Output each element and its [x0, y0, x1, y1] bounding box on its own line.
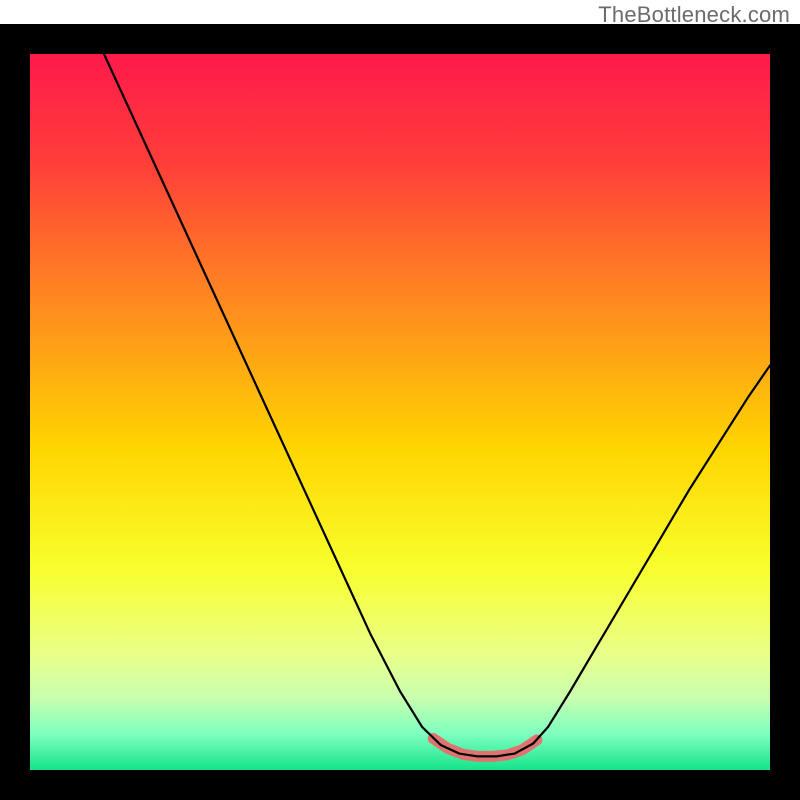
chart-gradient-bg — [30, 54, 770, 770]
plot-outer — [0, 24, 800, 800]
bottleneck-chart — [0, 24, 800, 800]
watermark-text: TheBottleneck.com — [598, 2, 790, 28]
chart-frame: TheBottleneck.com — [0, 0, 800, 800]
